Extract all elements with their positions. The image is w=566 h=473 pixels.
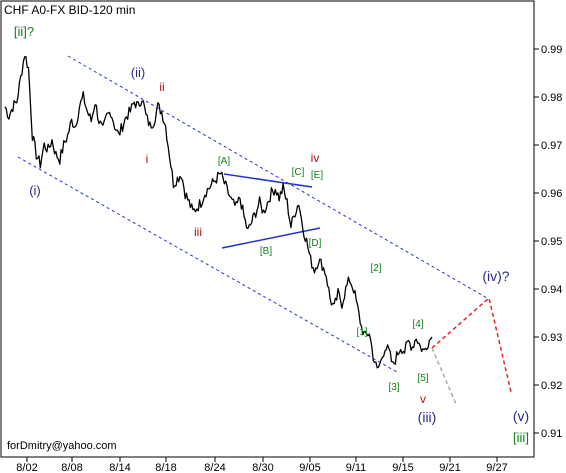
chart-title: CHF A0-FX BID-120 min — [4, 3, 135, 17]
y-tick-label: 0.95 — [541, 236, 562, 248]
y-tick-label: 0.92 — [541, 380, 562, 392]
x-tick-label: 8/14 — [109, 462, 130, 473]
x-tick-label: 8/30 — [252, 462, 273, 473]
wave-label: [B] — [260, 246, 272, 257]
wave-label: [2] — [370, 263, 381, 274]
wave-label: [3] — [388, 382, 399, 393]
y-tick-label: 0.98 — [541, 92, 562, 104]
y-tick-label: 0.91 — [541, 428, 562, 440]
x-tick-label: 8/02 — [16, 462, 37, 473]
wave-label: [D] — [309, 238, 322, 249]
wave-label: [5] — [417, 373, 428, 384]
x-tick-label: 8/24 — [204, 462, 225, 473]
wave-label: i — [146, 152, 149, 166]
triangle-upper-line — [223, 173, 313, 188]
y-tick-label: 0.94 — [541, 284, 562, 296]
wave-label: (ii) — [131, 65, 145, 80]
wave-label: iii — [194, 225, 202, 239]
wave-label: [4] — [412, 319, 423, 330]
wave-label: [E] — [311, 170, 323, 181]
y-tick-label: 0.93 — [541, 332, 562, 344]
x-axis: 8/02 8/08 8/14 8/18 8/24 8/30 9/05 9/11 9/15 9/21… — [16, 457, 508, 473]
forecast-alt-path — [431, 347, 457, 405]
y-tick-label: 0.99 — [541, 44, 562, 56]
wave-labels: [ii]?(ii)iii(i)[A]iii[B][C]iv[E][D][2][1… — [14, 24, 529, 445]
x-tick-label: 8/18 — [155, 462, 176, 473]
price-line — [4, 55, 433, 369]
y-tick-label: 0.97 — [541, 140, 562, 152]
wave-label: [1] — [356, 327, 367, 338]
wave-label: [ii]? — [14, 24, 34, 39]
y-axis: 0.91 0.92 0.93 0.94 0.95 0.96 0.97 0.98 0.99 — [534, 44, 562, 440]
wave-label: (iii) — [418, 409, 437, 425]
wave-label: [A] — [218, 156, 230, 167]
wave-label: iv — [311, 151, 320, 165]
wave-label: [C] — [292, 167, 305, 178]
credit-text: forDmitry@yahoo.com — [7, 440, 117, 452]
wave-label: ii — [159, 80, 164, 94]
wave-label: (iv)? — [482, 268, 509, 284]
wave-label: v — [420, 392, 426, 406]
forecast-main-path — [431, 296, 512, 393]
trend-channel — [17, 55, 488, 373]
x-tick-label: 9/05 — [299, 462, 320, 473]
wave-label: [iii] — [513, 430, 529, 445]
x-tick-label: 9/11 — [346, 462, 367, 473]
plot-area — [0, 0, 535, 458]
x-tick-label: 9/27 — [486, 462, 507, 473]
wave-label: (v) — [513, 408, 529, 424]
forecast-paths — [431, 296, 512, 405]
x-tick-label: 9/15 — [392, 462, 413, 473]
y-tick-label: 0.96 — [541, 188, 562, 200]
channel-lower-line — [17, 156, 398, 373]
price-series — [4, 55, 433, 369]
channel-upper-line — [67, 55, 488, 299]
x-tick-label: 8/08 — [61, 462, 82, 473]
x-tick-label: 9/21 — [439, 462, 460, 473]
wave-label: (i) — [29, 183, 41, 198]
